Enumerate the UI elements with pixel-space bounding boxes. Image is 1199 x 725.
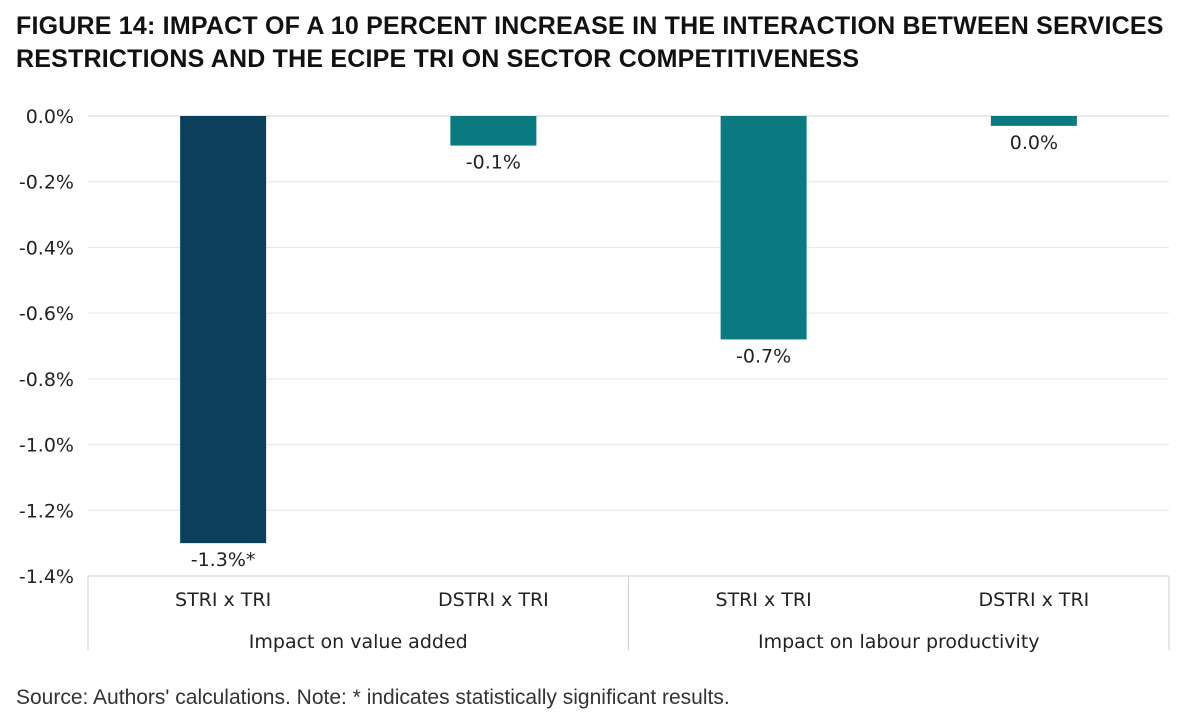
bar [180, 116, 267, 544]
data-label: -1.3%* [191, 549, 256, 571]
group-label: Impact on labour productivity [758, 631, 1040, 653]
y-tick-label: -0.4% [19, 237, 74, 259]
y-tick-label: -1.4% [19, 566, 74, 588]
labels: -1.3%* STRI x TRI -0.1% DSTRI x TRI -0.7% STR… [175, 132, 1089, 653]
y-tick-label: -1.2% [19, 500, 74, 522]
chart-title: FIGURE 14: IMPACT OF A 10 PERCENT INCREA… [16, 12, 1164, 73]
bars [180, 116, 1077, 544]
data-label: -0.1% [466, 152, 521, 174]
group-label: Impact on value added [249, 631, 468, 653]
y-tick-label: -0.8% [19, 369, 74, 391]
category-label: DSTRI x TRI [978, 589, 1089, 611]
y-tick-label: -0.6% [19, 303, 74, 325]
bar [990, 116, 1077, 126]
axes: 0.0% -0.2% -0.4% -0.6% -0.8% -1.0% -1.2% -1.4% [19, 106, 1170, 650]
bar [720, 116, 807, 340]
category-label: STRI x TRI [175, 589, 271, 611]
y-tick-label: -1.0% [19, 435, 74, 457]
y-tick-label: -0.2% [19, 172, 74, 194]
y-tick-label: 0.0% [26, 106, 74, 128]
source-note: Source: Authors' calculations. Note: * i… [16, 686, 730, 709]
category-label: DSTRI x TRI [438, 589, 549, 611]
category-label: STRI x TRI [716, 589, 812, 611]
bar [450, 116, 537, 146]
data-label: 0.0% [1010, 132, 1058, 154]
data-label: -0.7% [736, 345, 791, 367]
